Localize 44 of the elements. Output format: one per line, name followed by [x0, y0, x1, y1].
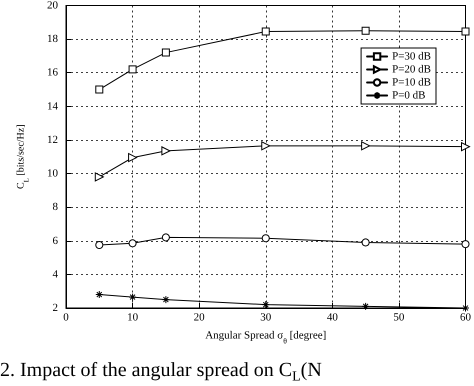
point: [362, 26, 370, 35]
point: [162, 48, 170, 57]
legend-label: P=30 dB: [392, 50, 432, 62]
point: [161, 146, 170, 156]
point: [262, 28, 270, 36]
point: [362, 238, 370, 246]
point: [128, 239, 137, 248]
x-tick-label: 20: [194, 312, 206, 324]
point: [462, 28, 470, 36]
point: [94, 172, 104, 182]
legend-label: P=10 dB: [392, 76, 432, 88]
point: [128, 293, 137, 302]
point: [95, 86, 104, 94]
x-tick-label: 10: [127, 312, 139, 324]
y-tick-label: 10: [47, 168, 58, 180]
point: [95, 240, 104, 249]
y-tick-label: 8: [52, 201, 58, 214]
y-tick-label: 12: [47, 134, 58, 146]
point: [95, 290, 104, 299]
y-tick-label: 4: [52, 268, 58, 280]
x-tick-label: 30: [260, 312, 272, 324]
x-tick-label: 50: [393, 312, 405, 324]
y-tick-label: 14: [47, 100, 58, 112]
legend-label: P=20 dB: [392, 64, 432, 76]
x-tick-label: 60: [460, 312, 472, 324]
x-tick-label: 40: [326, 312, 338, 324]
y-tick-label: 18: [47, 33, 58, 46]
point: [361, 141, 370, 150]
point: [262, 234, 270, 242]
y-tick-label: 6: [52, 234, 58, 247]
point: [462, 304, 470, 312]
point: [128, 153, 138, 162]
point: [162, 233, 170, 242]
legend-label: P=0 dB: [392, 90, 426, 102]
point: [462, 240, 470, 248]
x-tick-label: 0: [63, 312, 70, 324]
y-tick-label: 2: [52, 302, 58, 314]
point: [261, 141, 270, 150]
point: [362, 302, 370, 310]
y-tick-label: 20: [47, 0, 58, 12]
point: [461, 142, 470, 152]
y-tick-label: 16: [47, 66, 58, 79]
point: [162, 296, 170, 304]
point: [128, 65, 137, 74]
